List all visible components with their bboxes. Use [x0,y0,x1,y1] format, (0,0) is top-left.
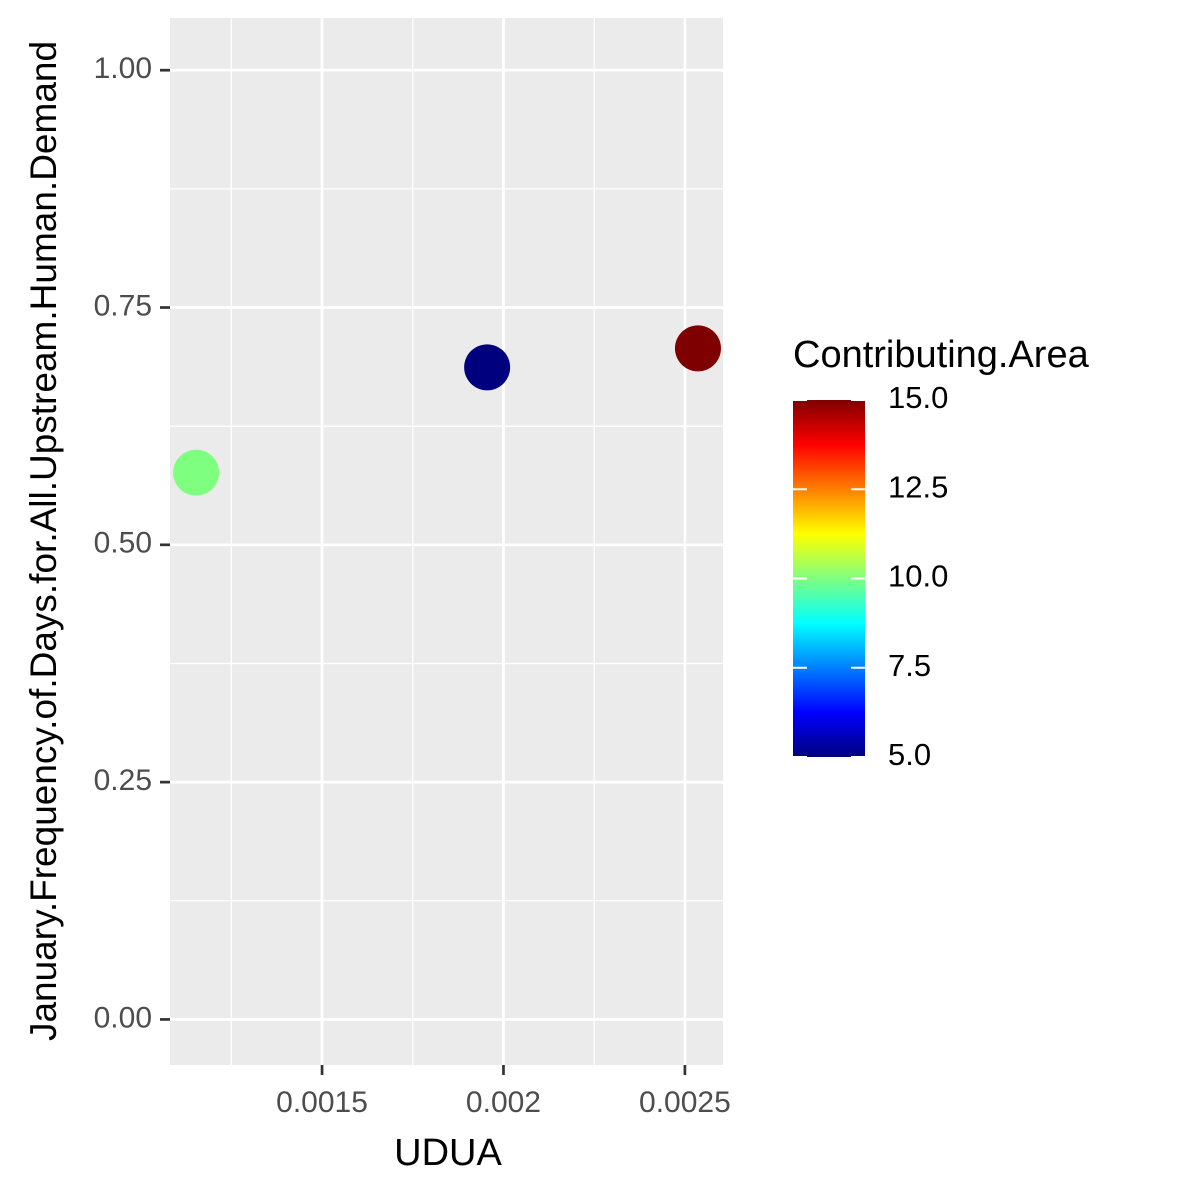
colorbar-label: 10.0 [888,559,948,594]
colorbar-label: 15.0 [888,380,948,415]
colorbar-label: 12.5 [888,469,948,504]
legend-title: Contributing.Area [793,334,1090,376]
y-tick-label: 1.00 [94,52,152,85]
point [674,325,721,372]
y-tick-label: 0.00 [94,1001,152,1034]
point [173,449,220,496]
colorbar-label: 7.5 [888,648,931,683]
colorbar-label: 5.0 [888,737,931,772]
x-tick-label: 0.0015 [276,1086,368,1119]
y-tick-label: 0.50 [94,527,152,560]
point [464,344,511,391]
panel [170,18,723,1065]
x-tick-label: 0.0025 [639,1086,731,1119]
y-tick-label: 0.75 [94,289,152,322]
x-tick-label: 0.002 [466,1086,541,1119]
y-tick-label: 0.25 [94,764,152,797]
y-axis-title: January.Frequency.of.Days.for.All.Upstre… [23,41,64,1041]
x-axis-title: UDUA [394,1132,502,1174]
